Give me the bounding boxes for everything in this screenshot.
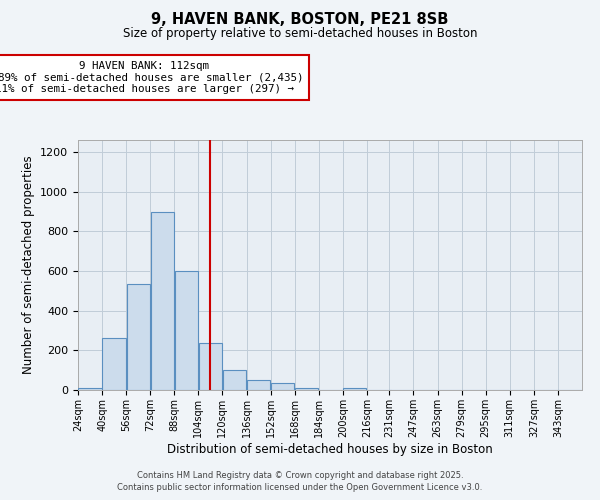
Text: Contains public sector information licensed under the Open Government Licence v3: Contains public sector information licen… bbox=[118, 484, 482, 492]
Text: 9 HAVEN BANK: 112sqm
← 89% of semi-detached houses are smaller (2,435)
11% of se: 9 HAVEN BANK: 112sqm ← 89% of semi-detac… bbox=[0, 61, 304, 94]
Bar bbox=[127, 284, 150, 390]
Bar bbox=[343, 388, 367, 390]
Text: Contains HM Land Registry data © Crown copyright and database right 2025.: Contains HM Land Registry data © Crown c… bbox=[137, 471, 463, 480]
Bar bbox=[79, 388, 101, 390]
Bar bbox=[175, 271, 198, 390]
Bar bbox=[151, 212, 174, 390]
Text: Size of property relative to semi-detached houses in Boston: Size of property relative to semi-detach… bbox=[123, 28, 477, 40]
Bar bbox=[199, 344, 222, 390]
Bar bbox=[271, 384, 294, 390]
Bar bbox=[223, 370, 246, 390]
X-axis label: Distribution of semi-detached houses by size in Boston: Distribution of semi-detached houses by … bbox=[167, 442, 493, 456]
Y-axis label: Number of semi-detached properties: Number of semi-detached properties bbox=[22, 156, 35, 374]
Text: 9, HAVEN BANK, BOSTON, PE21 8SB: 9, HAVEN BANK, BOSTON, PE21 8SB bbox=[151, 12, 449, 28]
Bar bbox=[295, 388, 319, 390]
Bar bbox=[247, 380, 270, 390]
Bar bbox=[103, 338, 126, 390]
